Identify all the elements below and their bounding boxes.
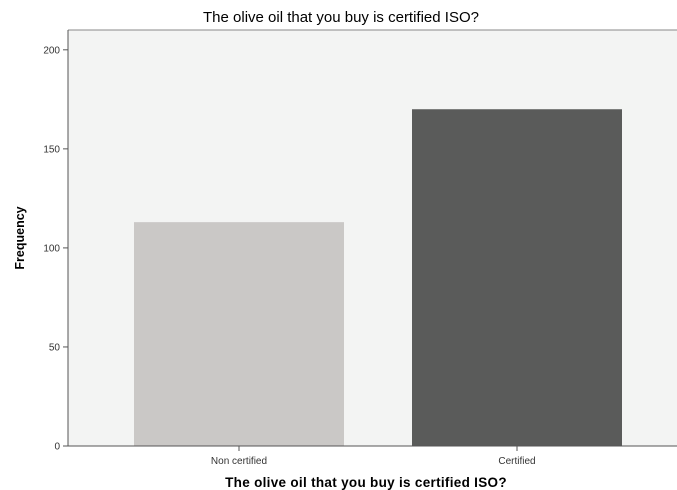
y-tick-label: 50: [49, 342, 61, 353]
y-tick-label: 0: [54, 442, 60, 453]
y-axis-label: Frequency: [13, 206, 27, 269]
x-ticks-group: Non certified Certified: [211, 446, 536, 467]
x-tick-label: Certified: [498, 456, 535, 467]
chart-title: The olive oil that you buy is certified …: [203, 9, 479, 26]
y-ticks-group: 0 50 100 150 200: [43, 45, 68, 453]
bar-certified: [412, 109, 622, 446]
bars-group: [134, 109, 622, 446]
bar-non-certified: [134, 222, 344, 446]
x-tick-label: Non certified: [211, 456, 267, 467]
y-tick-label: 150: [43, 144, 60, 155]
x-axis-label: The olive oil that you buy is certified …: [225, 475, 507, 490]
y-tick-label: 200: [43, 45, 60, 56]
y-tick-label: 100: [43, 243, 60, 254]
